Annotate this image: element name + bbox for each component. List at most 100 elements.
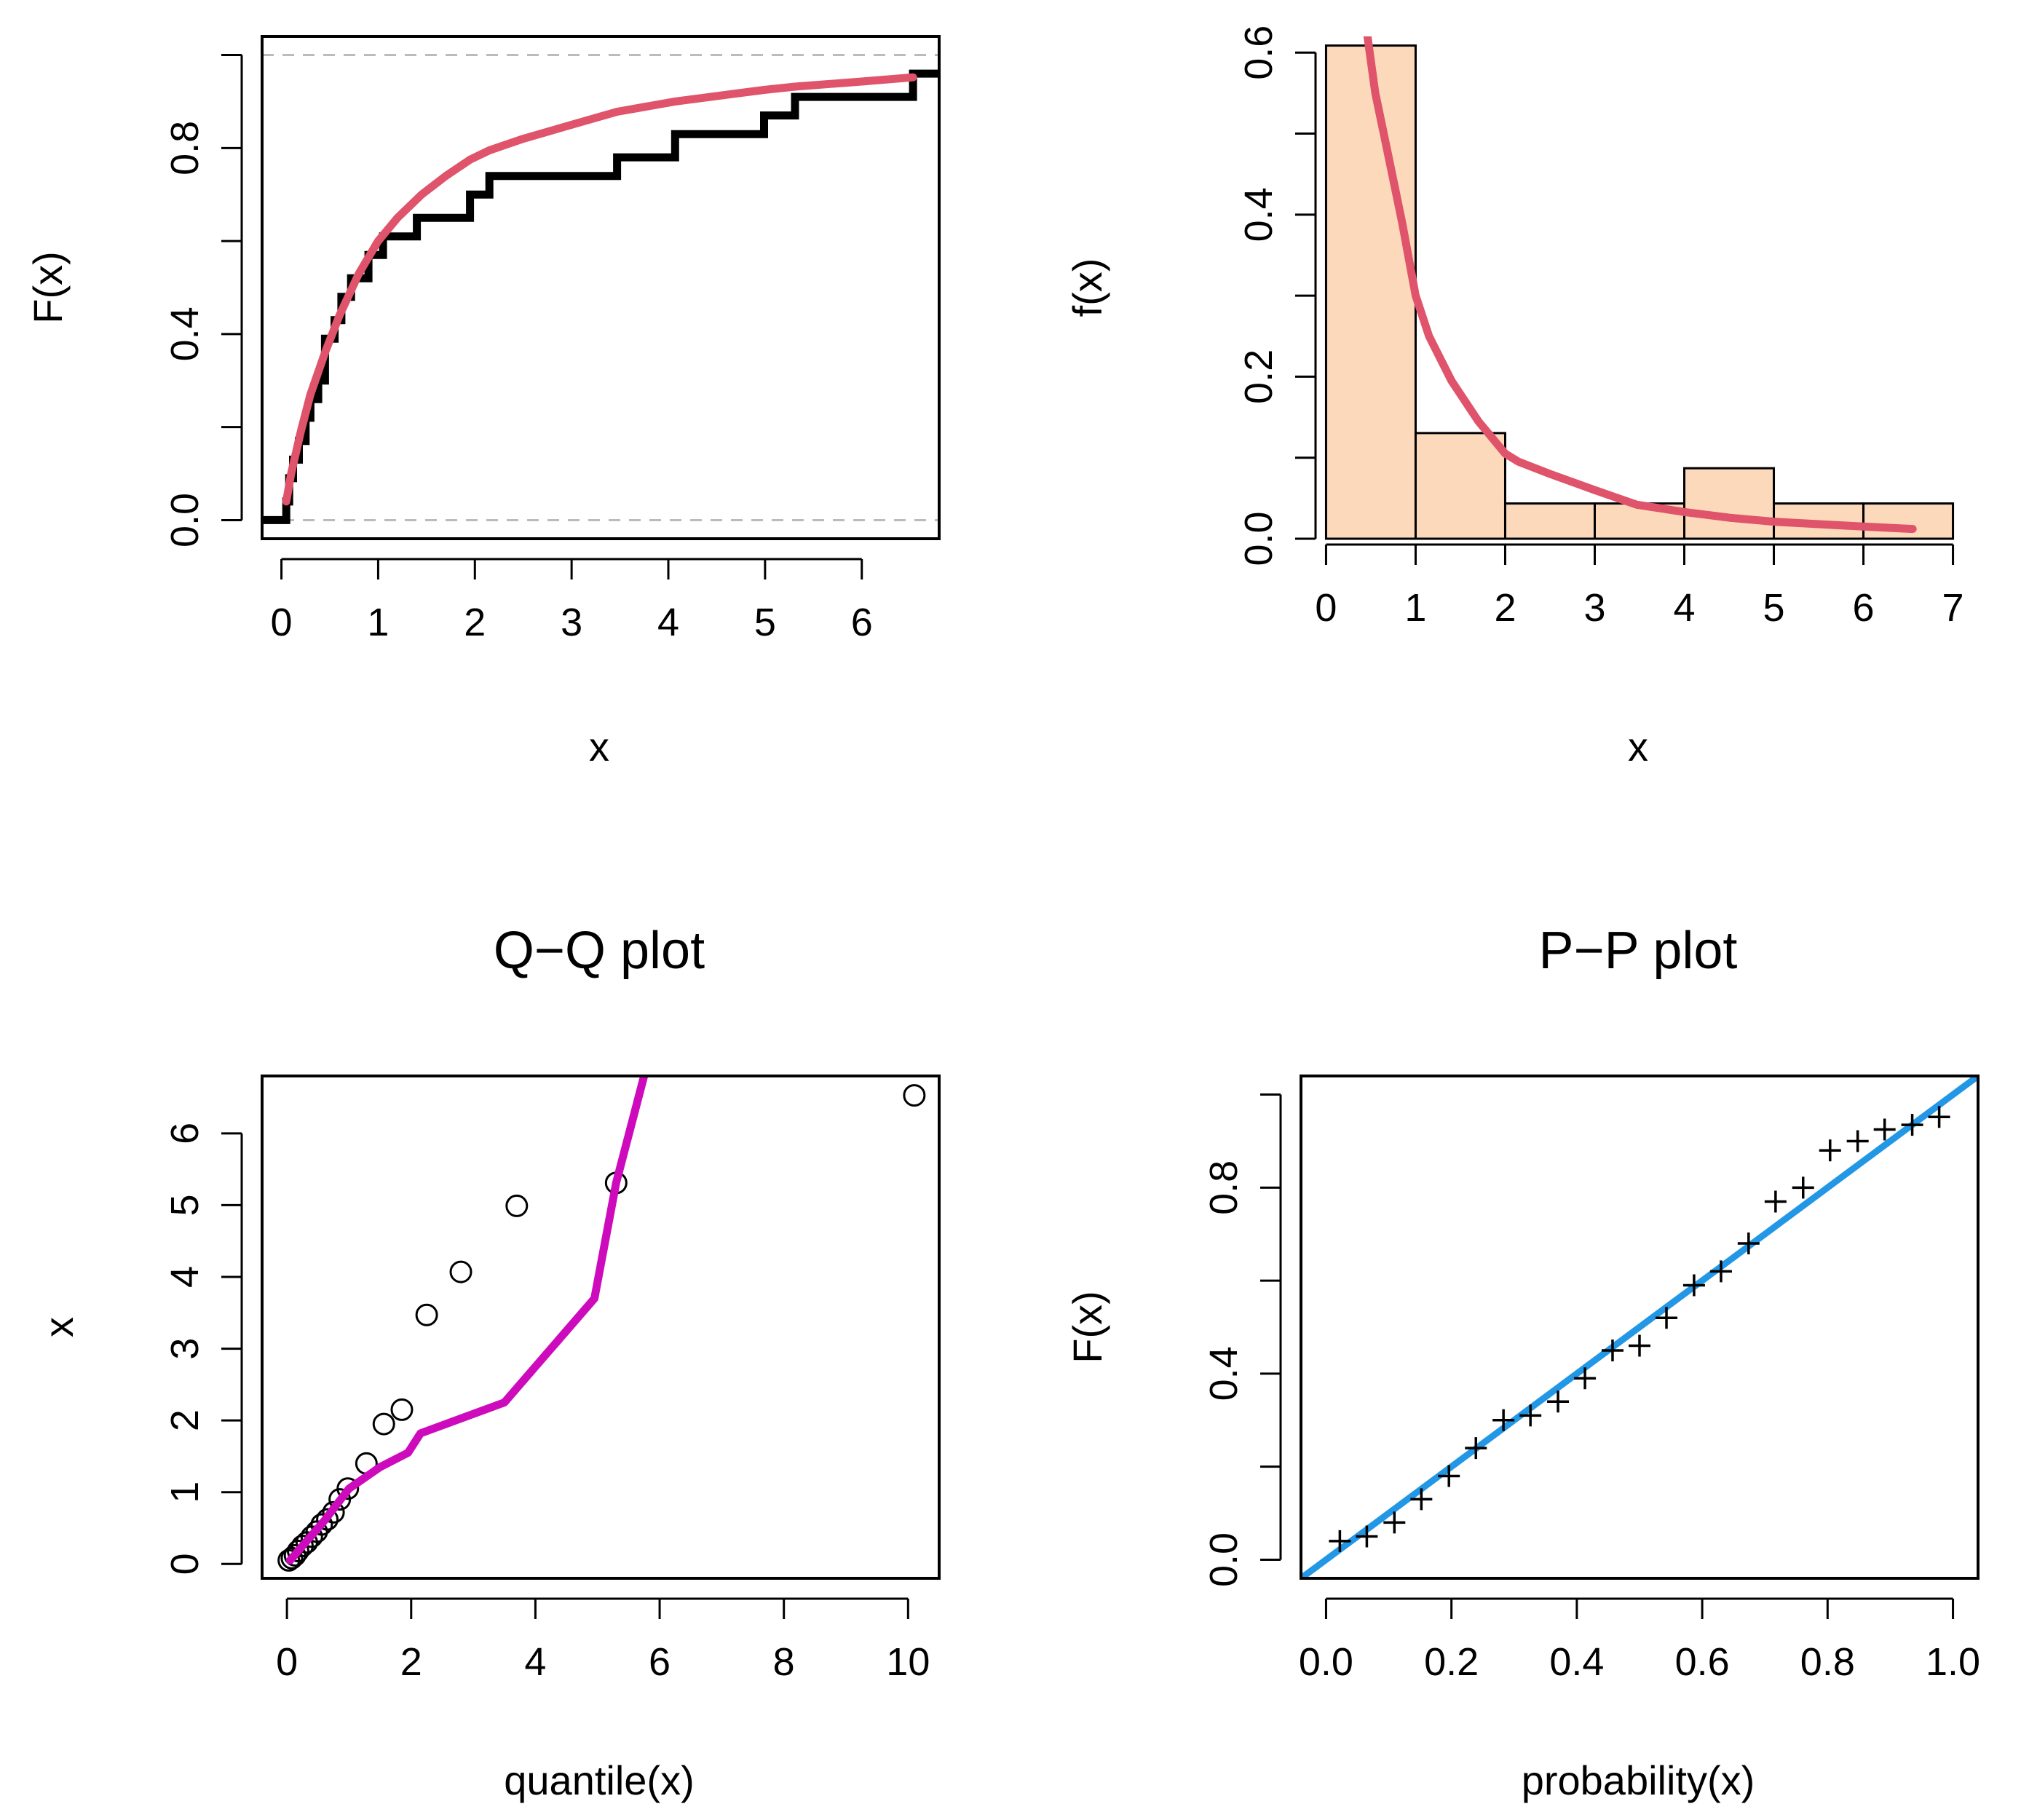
pp-y-tick-label: 0.0 [1202,1532,1246,1587]
qq-y-tick-label: 5 [163,1194,207,1216]
pp-point [1819,1139,1841,1162]
cdf-x-tick-label: 6 [851,601,873,644]
density-y-tick-label: 0.4 [1237,187,1281,242]
qq-point [286,1540,309,1563]
density-x-tick-label: 2 [1494,586,1516,630]
qq-point [449,1260,472,1283]
pp-x-axis: 0.0 0.2 0.4 0.6 0.8 1.0 [1299,1597,1980,1684]
cdf-y-tick-label: 0.8 [163,121,207,175]
qq-x-tick-label: 0 [276,1640,298,1684]
qq-point [903,1084,926,1107]
cdf-y-tick-label: 0.4 [163,306,207,361]
qq-point [390,1398,414,1421]
density-x-tick-label: 5 [1763,586,1785,630]
pp-marks [1301,1076,1978,1578]
qq-y-tick-label: 2 [163,1409,207,1431]
pp-panel: P−P plot 0.0 0.2 0.4 0.6 0.8 1.0 0.0 0.4 0.8 pr… [1064,922,1980,1803]
pp-x-tick-label: 1.0 [1926,1640,1980,1684]
density-x-tick-label: 4 [1673,586,1695,630]
qq-y-axis: 0 1 2 3 4 5 6 [163,1123,243,1575]
pp-point [1901,1114,1923,1136]
qq-point [505,1194,529,1217]
density-histogram-bar [1503,502,1596,540]
pp-title: P−P plot [1539,922,1738,980]
pp-point [1492,1409,1515,1431]
pp-point [1682,1274,1705,1297]
pp-point [1873,1118,1896,1141]
cdf-plot-frame [261,35,941,540]
cdf-x-tick-label: 3 [561,601,582,644]
qq-y-tick-label: 6 [163,1123,207,1144]
pp-point [1410,1488,1433,1511]
qq-x-tick-label: 4 [524,1640,546,1684]
qq-x-axis-label: quantile(x) [504,1757,694,1803]
cdf-x-axis-label: x [589,724,609,769]
qq-panel: Q−Q plot 0 2 4 6 8 10 0 1 2 3 4 5 6 quantile(x) x [36,922,941,1803]
qq-reference-line [285,1076,649,1564]
density-y-axis: 0.0 0.2 0.4 0.6 [1237,25,1317,566]
qq-point [316,1508,339,1531]
density-histogram-bar [1862,502,1955,540]
density-x-axis: 0 1 2 3 4 5 6 7 [1315,543,1964,630]
cdf-y-axis: 0.0 0.4 0.8 [163,54,243,547]
pp-x-tick-label: 0.2 [1424,1640,1479,1684]
cdf-y-tick-label: 0.0 [163,493,207,547]
qq-point [310,1513,333,1536]
qq-x-tick-label: 8 [773,1640,795,1684]
cdf-empirical-step-line [262,69,939,524]
pp-x-tick-label: 0.8 [1800,1640,1855,1684]
pp-x-tick-label: 0.6 [1675,1640,1730,1684]
pp-point [1329,1530,1351,1552]
qq-x-tick-label: 2 [400,1640,422,1684]
density-y-axis-label: f(x) [1064,258,1110,317]
pp-y-axis: 0.0 0.4 0.8 [1202,1093,1282,1587]
pp-y-tick-label: 0.8 [1202,1160,1246,1215]
cdf-x-tick-label: 5 [754,601,776,644]
cdf-x-tick-label: 4 [657,601,679,644]
pp-point [1846,1130,1869,1152]
qq-point [336,1477,360,1500]
pp-point [1465,1437,1487,1460]
pp-point [1601,1339,1623,1361]
qq-y-tick-label: 3 [163,1338,207,1360]
pp-point [1737,1233,1760,1254]
pp-point [1629,1334,1650,1357]
pp-point [1547,1390,1570,1413]
pp-point [1438,1465,1460,1487]
density-histogram-bar [1683,467,1776,540]
pp-point [1519,1404,1542,1427]
density-x-tick-label: 3 [1583,586,1605,630]
qq-title: Q−Q plot [494,922,705,980]
density-panel: 0 1 2 3 4 5 6 7 0.0 0.2 0.4 0.6 x f(x) [1064,25,1964,769]
cdf-fitted-line [282,73,917,506]
density-x-tick-label: 7 [1942,586,1964,630]
qq-x-axis: 0 2 4 6 8 10 [276,1597,930,1684]
qq-point [322,1500,345,1524]
density-x-tick-label: 0 [1315,586,1337,630]
cdf-x-axis: 0 1 2 3 4 5 6 [271,558,873,644]
cdf-panel: 0 1 2 3 4 5 6 0.0 0.4 0.8 x F(x) [25,35,941,769]
density-y-tick-label: 0.0 [1237,511,1281,566]
density-y-tick-label: 0.2 [1237,349,1281,404]
qq-x-tick-label: 6 [649,1640,671,1684]
qq-x-tick-label: 10 [886,1640,930,1684]
pp-point [1656,1307,1678,1329]
pp-identity-line [1301,1076,1978,1578]
qq-y-tick-label: 1 [163,1481,207,1503]
qq-point [415,1303,438,1326]
pp-point [1928,1106,1950,1128]
density-marks [1324,36,1955,540]
pp-x-tick-label: 0.4 [1549,1640,1604,1684]
qq-y-tick-label: 4 [163,1266,207,1288]
density-x-tick-label: 1 [1404,586,1426,630]
pp-y-axis-label: F(x) [1064,1291,1110,1364]
pp-point [1764,1190,1787,1213]
pp-point [1792,1176,1814,1199]
qq-y-axis-label: x [36,1317,82,1337]
pp-point [1356,1525,1378,1548]
qq-plot-frame [261,1075,941,1580]
pp-point [1574,1367,1597,1390]
pp-x-axis-label: probability(x) [1522,1757,1755,1803]
pp-x-tick-label: 0.0 [1299,1640,1353,1684]
